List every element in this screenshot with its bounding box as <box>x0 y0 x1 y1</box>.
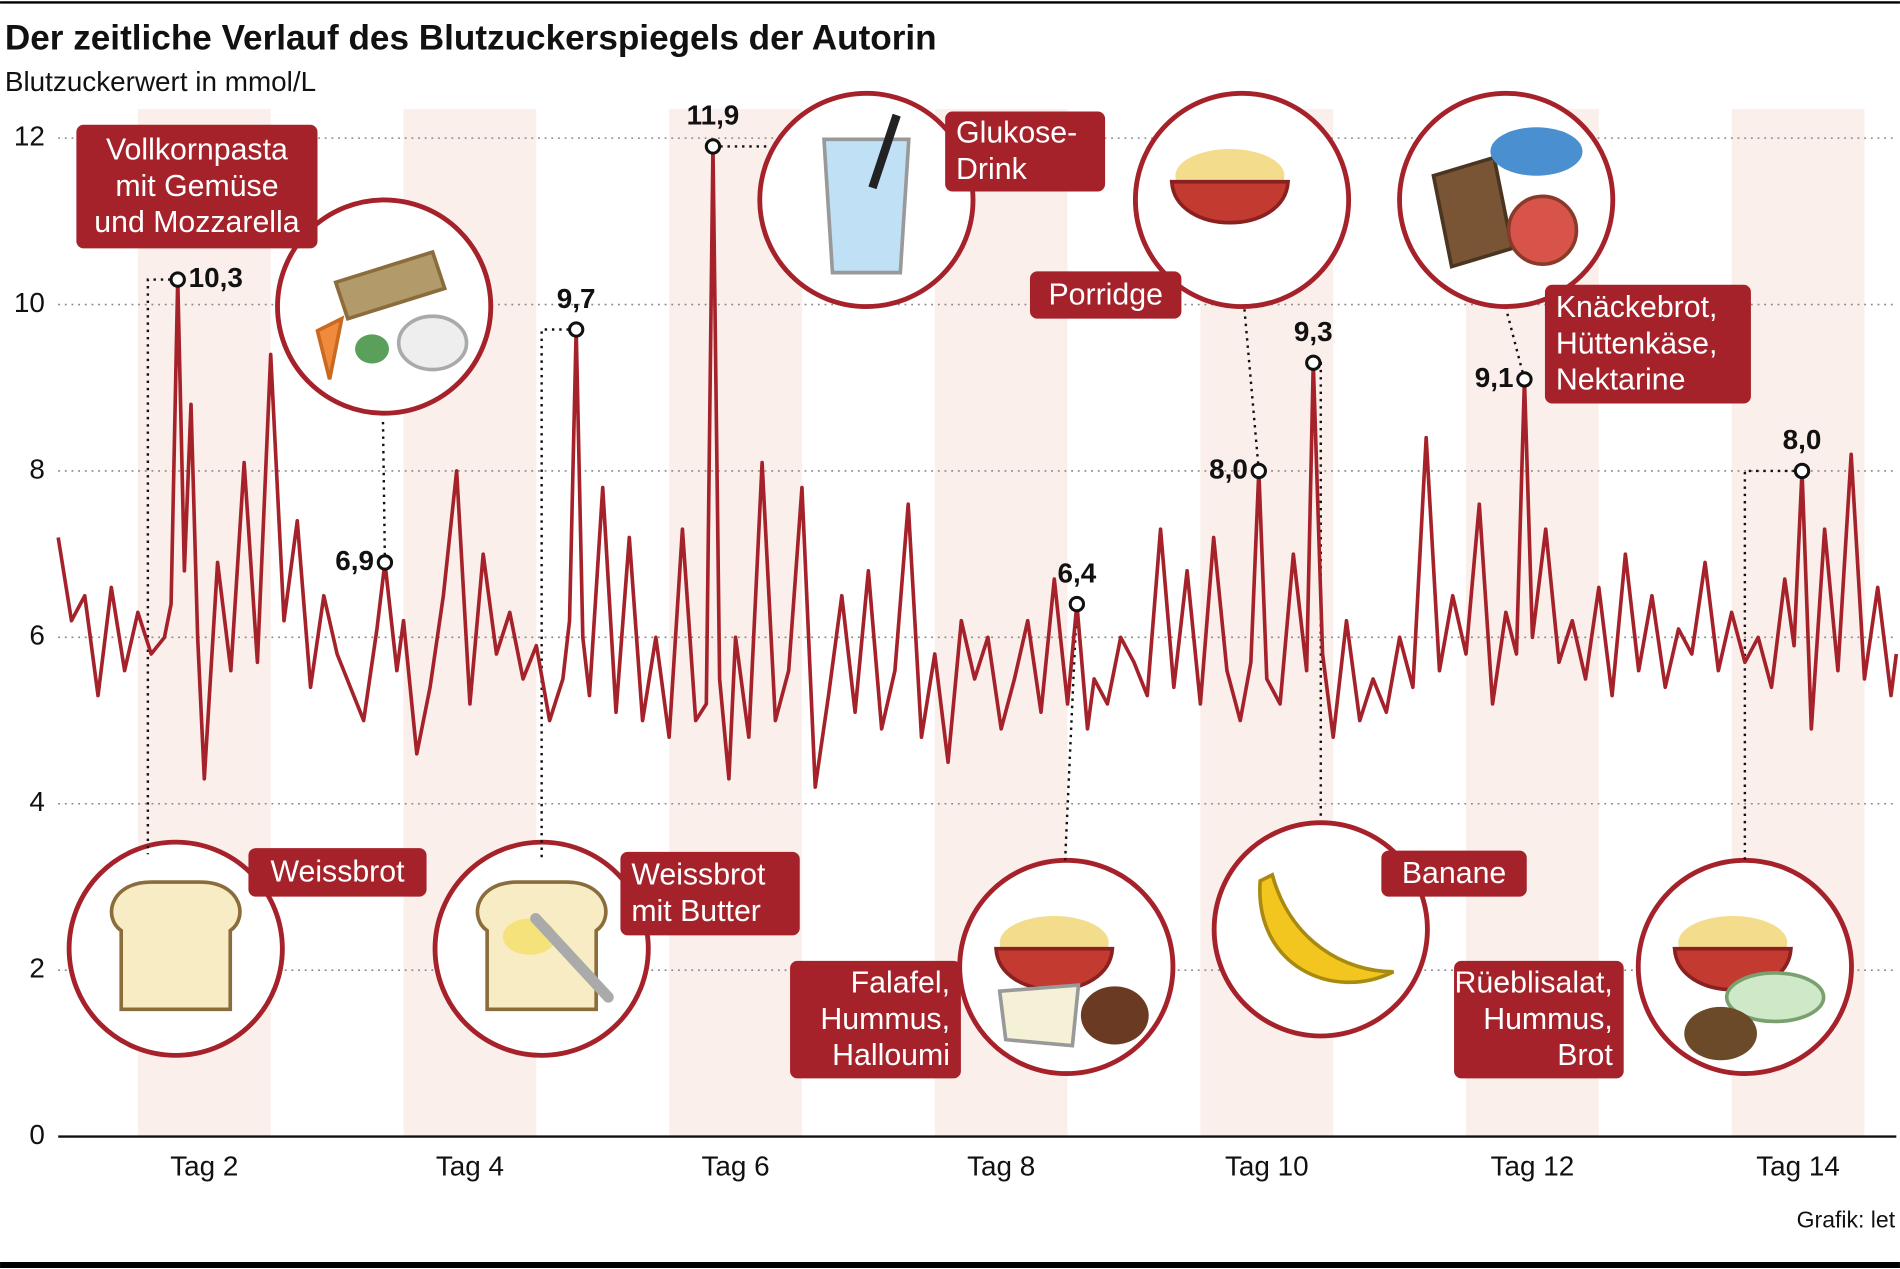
label-box <box>620 851 800 936</box>
x-tick-label: Tag 6 <box>701 1150 769 1181</box>
y-tick-label: 8 <box>29 453 44 484</box>
y-tick-label: 12 <box>14 120 45 151</box>
label-text: Vollkornpasta <box>106 133 288 166</box>
icon-circle <box>1397 90 1616 309</box>
label-text: Glukose- <box>956 116 1077 149</box>
label-text: Hüttenkäse, <box>1556 327 1718 360</box>
food-icon <box>957 857 1176 1076</box>
food-icon <box>1211 820 1430 1039</box>
point-marker <box>1250 462 1268 480</box>
food-icon <box>757 90 976 309</box>
chart-title: Der zeitliche Verlauf des Blutzuckerspie… <box>5 18 937 57</box>
value-label: 10,3 <box>189 262 243 293</box>
source: Grafik: let <box>1797 1206 1896 1232</box>
point-marker <box>1516 371 1533 388</box>
y-tick-label: 0 <box>29 1119 44 1150</box>
label-box <box>1381 850 1527 897</box>
leader-line <box>1504 308 1526 380</box>
point-marker <box>1793 462 1811 480</box>
food-icon <box>1397 90 1616 309</box>
icon-shape <box>530 913 614 1003</box>
chart-subtitle: Blutzuckerwert in mmol/L <box>5 66 316 97</box>
leader-line <box>1243 308 1261 472</box>
value-label: 9,7 <box>557 283 596 314</box>
y-tick-label: 10 <box>14 287 45 318</box>
label-text: Drink <box>956 153 1028 186</box>
value-label: 11,9 <box>687 100 740 131</box>
value-label: 8,0 <box>1209 453 1248 484</box>
label-text: Knäckebrot, <box>1556 291 1718 324</box>
x-tick-label: Tag 14 <box>1756 1150 1840 1181</box>
x-tick-label: Tag 4 <box>436 1150 504 1181</box>
point-marker <box>169 271 186 288</box>
label-text: Brot <box>1557 1039 1613 1072</box>
label-box <box>76 124 318 249</box>
food-icon <box>432 839 651 1058</box>
icon-shape <box>109 880 242 1012</box>
label-text: Hummus, <box>820 1003 950 1036</box>
icon-shape <box>1506 194 1579 266</box>
leader-line <box>381 418 387 563</box>
icon-shape <box>315 315 345 380</box>
point-marker <box>567 321 585 338</box>
food-icon <box>66 839 285 1058</box>
icon-shape <box>1490 127 1583 176</box>
point-marker <box>1305 354 1322 371</box>
x-tick-label: Tag 12 <box>1491 1150 1575 1181</box>
point-marker <box>704 138 722 155</box>
label-text: Halloumi <box>832 1039 950 1072</box>
point-marker <box>1068 595 1086 613</box>
value-label: 6,9 <box>335 545 374 576</box>
label-box <box>790 960 961 1079</box>
point-marker <box>376 554 394 571</box>
label-text: mit Gemüse <box>115 170 278 203</box>
y-tick-label: 6 <box>29 620 44 651</box>
label-box <box>1029 271 1182 319</box>
glucose-line <box>56 144 1899 789</box>
food-icon <box>1132 90 1352 309</box>
icon-shape <box>1169 179 1291 225</box>
label-text: Falafel, <box>851 966 950 999</box>
label-text: Nektarine <box>1556 364 1686 397</box>
icon-shape <box>822 137 911 275</box>
label-box <box>248 848 427 897</box>
icon-shape <box>333 249 448 321</box>
label-text: Banane <box>1402 857 1506 890</box>
label-box <box>1544 284 1751 404</box>
y-tick-label: 2 <box>29 953 44 984</box>
label-text: Rüeblisalat, <box>1455 966 1613 999</box>
x-tick-label: Tag 8 <box>967 1150 1035 1181</box>
x-tick-label: Tag 2 <box>170 1150 238 1181</box>
value-label: 8,0 <box>1783 424 1822 455</box>
label-text: Weissbrot <box>631 859 766 892</box>
value-label: 6,4 <box>1058 557 1097 588</box>
food-icon <box>275 197 494 416</box>
day-band <box>669 109 802 1137</box>
icon-shape <box>997 983 1081 1048</box>
label-text: Porridge <box>1048 278 1162 311</box>
icon-shape <box>1080 986 1149 1045</box>
food-icon <box>1635 857 1854 1076</box>
label-text: mit Butter <box>631 895 761 928</box>
icon-shape <box>1258 872 1395 985</box>
value-label: 9,3 <box>1294 316 1333 347</box>
x-tick-label: Tag 10 <box>1225 1150 1309 1181</box>
label-text: Weissbrot <box>270 856 405 889</box>
label-text: und Mozzarella <box>94 206 300 239</box>
line-layer <box>56 144 1899 789</box>
icon-shape <box>868 113 901 190</box>
value-label: 9,1 <box>1475 362 1514 393</box>
leader-line <box>146 278 178 855</box>
label-box <box>1454 960 1624 1079</box>
icon-shape <box>1684 1006 1757 1061</box>
icon-shape <box>355 334 389 364</box>
icon-shape <box>1724 971 1826 1024</box>
y-tick-label: 4 <box>29 786 44 817</box>
label-box <box>945 111 1106 192</box>
icon-shape <box>396 314 469 372</box>
label-text: Hummus, <box>1483 1003 1613 1036</box>
